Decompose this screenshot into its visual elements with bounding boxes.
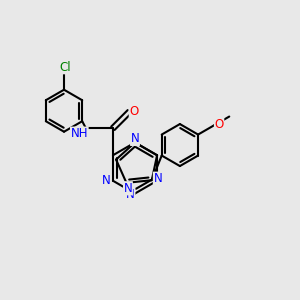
- Text: Cl: Cl: [60, 61, 71, 74]
- Text: N: N: [130, 132, 140, 146]
- Text: O: O: [214, 118, 224, 130]
- Text: N: N: [126, 188, 135, 202]
- Text: O: O: [129, 105, 139, 118]
- Text: N: N: [102, 174, 111, 187]
- Text: NH: NH: [70, 127, 88, 140]
- Text: N: N: [153, 172, 162, 185]
- Text: N: N: [124, 182, 132, 195]
